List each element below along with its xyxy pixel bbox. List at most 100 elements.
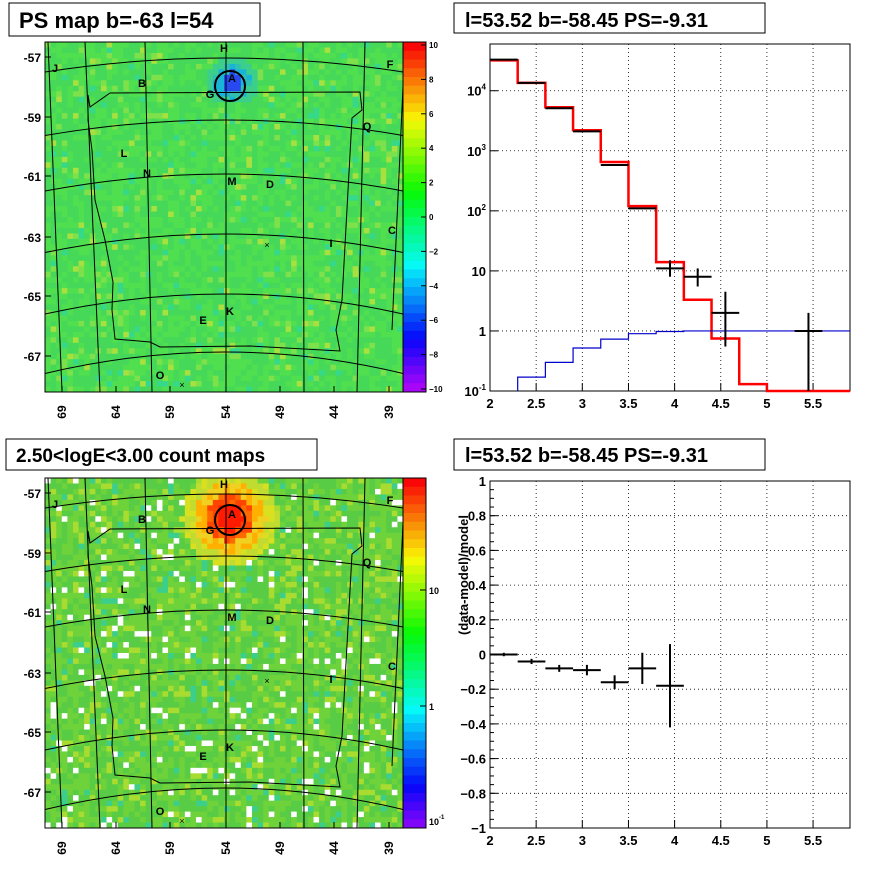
colorbar-swatch (403, 661, 426, 671)
source-label-e: E (199, 751, 206, 763)
x-tick-label: 39 (382, 841, 396, 855)
y-tick-label: -59 (24, 547, 42, 561)
colorbar-swatch (403, 521, 426, 531)
y-tick-label: -63 (24, 231, 42, 245)
colorbar-swatch (403, 357, 426, 367)
source-circle (214, 504, 246, 536)
colorbar-swatch (403, 740, 426, 750)
y-tick-label: −0.2 (460, 682, 486, 697)
source-label-m: M (227, 612, 236, 624)
colorbar-tick-label: 10 (429, 41, 438, 50)
colorbar-swatch (403, 59, 426, 69)
colorbar-swatch (403, 670, 426, 680)
colorbar-swatch (403, 138, 426, 148)
source-label-h: H (220, 479, 228, 491)
colorbar-swatch (403, 696, 426, 706)
source-label-i: I (329, 238, 332, 250)
colorbar-swatch (403, 304, 426, 314)
colorbar-swatch (403, 644, 426, 654)
colorbar-swatch (403, 278, 426, 288)
source-label-c: C (388, 225, 396, 237)
colorbar-swatch (403, 714, 426, 724)
x-tick-label: 54 (219, 405, 233, 419)
colorbar-swatch (403, 234, 426, 244)
source-label-k: K (226, 306, 234, 318)
x-tick-label: 5 (763, 396, 770, 411)
source-label-f: F (387, 59, 394, 71)
y-tick-label: -67 (24, 786, 42, 800)
colorbar-swatch (403, 758, 426, 768)
y-tick-label: 1 (479, 474, 486, 489)
source-label-l: L (121, 148, 128, 160)
y-tick-label: -63 (24, 667, 42, 681)
x-tick-label: 64 (109, 841, 123, 855)
x-tick-label: 54 (219, 841, 233, 855)
colorbar-swatch (403, 103, 426, 113)
source-label-m: M (227, 176, 236, 188)
source-label-i: I (329, 674, 332, 686)
colorbar-swatch (403, 77, 426, 87)
colorbar-swatch (403, 129, 426, 139)
x-tick-label: 2 (486, 833, 493, 848)
colorbar-swatch (403, 723, 426, 733)
x-tick-label: 69 (55, 405, 69, 419)
x-tick-label: 4.5 (712, 833, 730, 848)
colorbar-swatch (403, 208, 426, 218)
colorbar-swatch (403, 565, 426, 575)
colorbar-swatch (403, 583, 426, 593)
colorbar-swatch (403, 609, 426, 619)
ps-map-title-box: PS map b=-63 l=54 (8, 2, 261, 37)
colorbar-tick-label: 2 (429, 179, 434, 188)
plot-frame (489, 43, 851, 392)
y-tick-label: -57 (24, 51, 42, 65)
source-label-g: G (206, 89, 215, 101)
y-tick-label: -61 (24, 606, 42, 620)
colorbar-swatch (403, 478, 426, 488)
colorbar-swatch (403, 295, 426, 305)
spectrum-title: l=53.52 b=-58.45 PS=-9.31 (465, 10, 708, 32)
colorbar-swatch (403, 749, 426, 759)
colorbar-swatch (403, 155, 426, 165)
colorbar-swatch (403, 287, 426, 297)
source-label-q: Q (363, 557, 372, 569)
colorbar-tick-label: −6 (429, 316, 439, 325)
colorbar-swatch (403, 801, 426, 811)
x-tick-label: 2.5 (527, 833, 545, 848)
colorbar-tick-label: 4 (429, 144, 434, 153)
y-tick-label: -61 (24, 170, 42, 184)
colorbar-swatch (403, 556, 426, 566)
y-tick-label: −1 (471, 821, 486, 836)
colorbar-frame (402, 477, 427, 829)
spectrum-panel: 2 2.5 3 3.5 4 4.5 5 5.5 10-1 1 10 102 103 104 (464, 43, 851, 411)
count-map-panel: J B H A G F Q L N M D I C E K O × × -57 -59 -61 -63 -65 -67 69 64… (24, 477, 406, 855)
x-tick-label: 4 (671, 833, 679, 848)
source-label-d: D (266, 615, 274, 627)
colorbar-swatch (403, 68, 426, 78)
colorbar-tick-label: −8 (429, 351, 439, 360)
marker-x: × (264, 676, 269, 686)
spectrum-title-box: l=53.52 b=-58.45 PS=-9.31 (453, 2, 766, 34)
source-label-j: J (52, 63, 58, 75)
ps-map-title: PS map b=-63 l=54 (19, 8, 214, 33)
source-labels: J B H A G F Q L N M D I C E K O × × (52, 43, 396, 390)
x-tick-label: 2 (486, 396, 493, 411)
y-tick-label: 1 (479, 324, 486, 339)
colorbar-swatch (403, 486, 426, 496)
y-tick-label: 0 (479, 648, 486, 663)
colorbar-swatch (403, 269, 426, 279)
colorbar-tick-label: 1 (429, 702, 434, 712)
y-tick-label: 103 (467, 143, 486, 159)
y-tick-label: 0.4 (468, 578, 487, 593)
source-label-e: E (199, 315, 206, 327)
parallel-lines (44, 493, 404, 810)
colorbar-swatch (403, 548, 426, 558)
colorbar-swatch (403, 775, 426, 785)
residual-title-box: l=53.52 b=-58.45 PS=-9.31 (453, 438, 766, 471)
x-tick-label: 3.5 (619, 833, 637, 848)
colorbar-tick-label: −2 (429, 247, 439, 256)
colorbar-swatch (403, 42, 426, 52)
marker-x: × (179, 816, 184, 826)
colorbar-swatch (403, 112, 426, 122)
colorbar-swatch (403, 539, 426, 549)
